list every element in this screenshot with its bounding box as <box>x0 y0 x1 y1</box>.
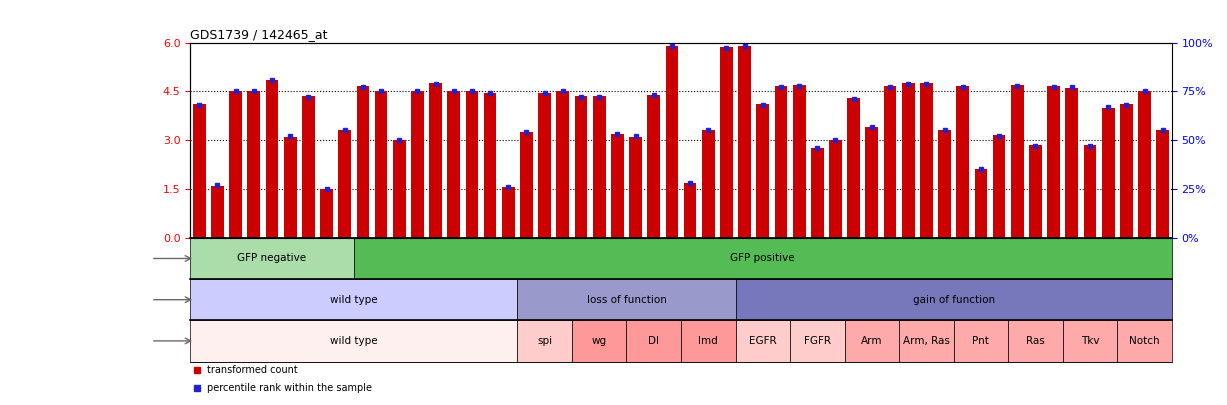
Bar <box>193 104 206 238</box>
Text: GFP negative: GFP negative <box>237 254 307 264</box>
Text: Dl: Dl <box>648 336 659 346</box>
Bar <box>357 87 369 238</box>
Bar <box>735 279 1172 320</box>
Bar <box>1065 88 1079 238</box>
Bar <box>756 104 769 238</box>
Bar <box>953 320 1009 362</box>
Bar <box>735 320 790 362</box>
Bar <box>520 132 533 238</box>
Bar <box>848 98 860 238</box>
Bar <box>283 137 297 238</box>
Text: gain of function: gain of function <box>913 295 995 305</box>
Bar <box>483 93 497 238</box>
Text: Arm: Arm <box>861 336 882 346</box>
Bar <box>829 140 842 238</box>
Bar <box>899 320 953 362</box>
Bar <box>574 96 588 238</box>
Bar <box>629 137 642 238</box>
Bar <box>557 92 569 238</box>
Bar <box>739 46 751 238</box>
Text: percentile rank within the sample: percentile rank within the sample <box>207 384 372 393</box>
Bar <box>374 92 388 238</box>
Bar <box>1156 130 1169 238</box>
Bar <box>611 134 623 238</box>
Bar <box>811 148 823 238</box>
Bar <box>683 183 697 238</box>
Bar <box>320 189 333 238</box>
Text: GDS1739 / 142465_at: GDS1739 / 142465_at <box>190 28 328 41</box>
Bar <box>190 238 353 279</box>
Bar <box>1009 320 1063 362</box>
Bar <box>1029 145 1042 238</box>
Bar <box>1011 85 1023 238</box>
Bar <box>939 130 951 238</box>
Text: FGFR: FGFR <box>804 336 831 346</box>
Text: spi: spi <box>537 336 552 346</box>
Bar <box>211 186 223 238</box>
Bar <box>190 279 518 320</box>
Text: wild type: wild type <box>330 295 378 305</box>
Text: EGFR: EGFR <box>748 336 777 346</box>
Bar <box>539 93 551 238</box>
Text: Ras: Ras <box>1026 336 1045 346</box>
Bar <box>793 85 805 238</box>
Bar <box>190 320 518 362</box>
Bar <box>902 83 914 238</box>
Bar <box>248 92 260 238</box>
Bar <box>974 170 988 238</box>
Bar <box>353 238 1172 279</box>
Bar <box>339 130 351 238</box>
Bar <box>844 320 899 362</box>
Text: wg: wg <box>591 336 606 346</box>
Bar <box>593 96 606 238</box>
Bar <box>702 130 714 238</box>
Bar <box>229 92 242 238</box>
Bar <box>790 320 844 362</box>
Bar <box>1063 320 1118 362</box>
Text: wild type: wild type <box>330 336 378 346</box>
Bar <box>681 320 735 362</box>
Bar <box>665 46 679 238</box>
Bar <box>429 83 442 238</box>
Bar <box>1083 145 1097 238</box>
Bar <box>1118 320 1172 362</box>
Text: Pnt: Pnt <box>973 336 989 346</box>
Bar <box>627 320 681 362</box>
Bar <box>1120 104 1133 238</box>
Bar <box>774 87 788 238</box>
Bar <box>720 47 733 238</box>
Bar <box>448 92 460 238</box>
Text: Notch: Notch <box>1129 336 1160 346</box>
Bar <box>465 92 479 238</box>
Text: Arm, Ras: Arm, Ras <box>903 336 950 346</box>
Text: Tkv: Tkv <box>1081 336 1099 346</box>
Bar <box>518 279 735 320</box>
Text: lmd: lmd <box>698 336 718 346</box>
Bar <box>411 92 423 238</box>
Text: transformed count: transformed count <box>207 365 298 375</box>
Bar <box>1102 108 1114 238</box>
Bar <box>1139 92 1151 238</box>
Bar <box>265 80 279 238</box>
Bar <box>883 87 897 238</box>
Bar <box>993 135 1005 238</box>
Bar <box>393 140 406 238</box>
Text: loss of function: loss of function <box>587 295 666 305</box>
Bar <box>1048 87 1060 238</box>
Bar <box>572 320 627 362</box>
Bar <box>956 87 969 238</box>
Bar <box>920 83 933 238</box>
Bar <box>648 95 660 238</box>
Bar <box>865 127 879 238</box>
Bar <box>302 96 314 238</box>
Text: GFP positive: GFP positive <box>730 254 795 264</box>
Bar <box>502 188 514 238</box>
Bar <box>518 320 572 362</box>
